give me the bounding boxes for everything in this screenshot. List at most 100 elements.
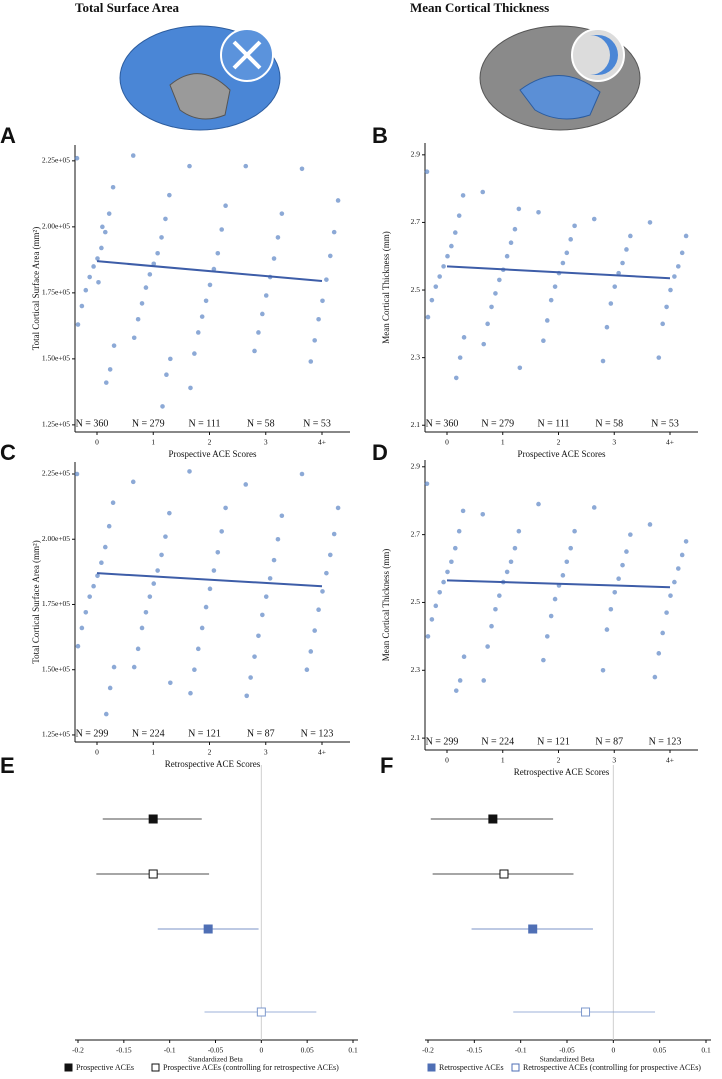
data-point <box>130 479 136 485</box>
data-point <box>168 680 173 686</box>
data-point <box>516 206 522 212</box>
x-tick-label: 3 <box>264 748 268 757</box>
data-point <box>541 338 546 344</box>
x-tick-label: 2 <box>557 756 561 765</box>
data-point <box>211 266 217 272</box>
y-tick-label: 2.25e+05 <box>42 156 70 165</box>
data-point <box>243 163 249 169</box>
data-point <box>106 211 112 216</box>
trend-line <box>96 260 323 282</box>
data-point <box>624 247 629 252</box>
x-tick-label: 1 <box>151 438 155 447</box>
data-point <box>457 678 463 683</box>
n-label: N = 53 <box>303 418 331 429</box>
data-point <box>425 634 431 639</box>
estimate <box>148 814 158 824</box>
data-point <box>628 532 633 537</box>
data-point <box>536 209 541 215</box>
estimate <box>499 869 509 879</box>
y-tick-label: 2.25e+05 <box>42 469 70 478</box>
data-point <box>489 304 494 310</box>
data-point <box>252 348 257 354</box>
y-tick-label: 1.25e+05 <box>42 420 70 429</box>
data-point <box>131 335 137 341</box>
data-point <box>275 235 281 240</box>
data-point <box>263 594 269 599</box>
data-point <box>429 617 435 622</box>
y-tick-label: 2.3 <box>411 352 421 361</box>
panel-letter: A <box>0 123 16 148</box>
x-axis-label: Retrospective ACE Scores <box>165 759 261 769</box>
x-axis-label: Retrospective ACE Scores <box>514 767 610 777</box>
x-tick-label: -0.1 <box>515 1046 527 1055</box>
data-point <box>480 511 486 517</box>
data-point <box>489 623 494 629</box>
x-tick-label: 4+ <box>666 438 674 447</box>
data-point <box>192 351 197 356</box>
data-point <box>493 291 498 296</box>
data-point <box>95 573 100 579</box>
n-label: N = 121 <box>537 736 570 747</box>
data-point <box>541 657 546 663</box>
x-tick-label: -0.2 <box>422 1046 434 1055</box>
data-point <box>271 557 277 563</box>
n-label: N = 87 <box>247 728 275 739</box>
data-point <box>256 633 261 639</box>
x-tick-label: 4+ <box>318 438 326 447</box>
y-tick-label: 2.9 <box>411 462 421 471</box>
data-point <box>552 596 558 602</box>
data-point <box>544 634 550 639</box>
data-point <box>299 166 305 172</box>
data-point <box>110 500 116 506</box>
data-point <box>199 314 205 319</box>
n-label: N = 87 <box>595 736 623 747</box>
data-point <box>143 285 149 290</box>
data-point <box>219 529 224 534</box>
data-point <box>327 552 333 558</box>
data-point <box>453 688 459 693</box>
trend-line <box>446 265 671 280</box>
data-point <box>461 654 467 660</box>
data-point <box>572 223 577 229</box>
data-point <box>429 297 435 303</box>
y-axis-label: Mean Cortical Thickness (mm) <box>381 549 391 662</box>
data-point <box>188 385 193 391</box>
estimate <box>148 869 158 879</box>
y-tick-label: 2.00e+05 <box>42 222 70 231</box>
data-point <box>151 261 157 267</box>
y-axis-label: Mean Cortical Thickness (mm) <box>381 231 391 344</box>
data-point <box>616 576 621 582</box>
data-point <box>600 667 606 673</box>
data-point <box>600 358 606 364</box>
data-point <box>195 330 201 335</box>
data-point <box>612 284 618 289</box>
data-point <box>456 213 462 218</box>
y-tick-label: 2.9 <box>411 150 421 159</box>
data-point <box>497 277 502 283</box>
estimate <box>256 1007 266 1017</box>
y-tick-label: 1.75e+05 <box>42 599 70 608</box>
data-point <box>87 594 92 599</box>
data-point <box>215 549 221 555</box>
x-tick-label: 0 <box>611 1046 615 1055</box>
trend-line <box>96 572 323 588</box>
data-point <box>207 586 213 592</box>
data-point <box>647 220 653 225</box>
x-tick-label: 0 <box>95 438 99 447</box>
data-point <box>244 693 250 699</box>
data-point <box>335 198 341 203</box>
data-point <box>320 298 325 304</box>
data-point <box>159 552 164 558</box>
data-point <box>452 545 458 551</box>
y-tick-label: 2.00e+05 <box>42 534 70 543</box>
data-point <box>316 316 321 322</box>
data-point <box>271 256 277 261</box>
data-point <box>96 279 101 285</box>
data-point <box>99 560 104 566</box>
x-tick-label: 0 <box>445 756 449 765</box>
data-point <box>151 581 157 586</box>
data-point <box>620 260 625 266</box>
n-label: N = 111 <box>537 418 569 429</box>
n-label: N = 224 <box>132 728 165 739</box>
x-tick-label: 1 <box>501 438 505 447</box>
